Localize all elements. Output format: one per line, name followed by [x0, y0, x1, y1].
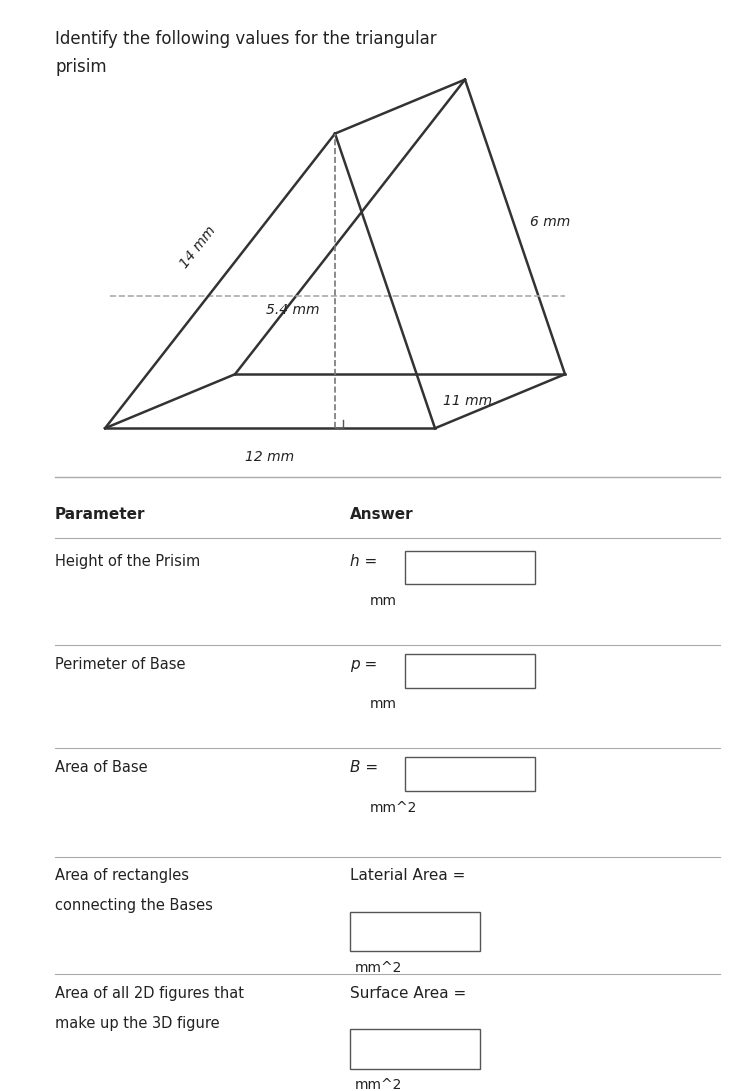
Text: Parameter: Parameter [55, 507, 146, 521]
FancyBboxPatch shape [405, 551, 535, 585]
Text: 6 mm: 6 mm [530, 215, 570, 229]
Text: Identify the following values for the triangular: Identify the following values for the tr… [55, 31, 436, 48]
Text: make up the 3D figure: make up the 3D figure [55, 1016, 220, 1031]
Text: Area of Base: Area of Base [55, 760, 148, 776]
Text: h =: h = [350, 554, 377, 570]
Text: connecting the Bases: connecting the Bases [55, 898, 213, 913]
Text: prisim: prisim [55, 58, 106, 76]
Text: mm^2: mm^2 [355, 1079, 402, 1091]
Text: mm: mm [370, 697, 397, 711]
Text: 12 mm: 12 mm [245, 449, 295, 464]
Text: Surface Area =: Surface Area = [350, 986, 466, 1002]
FancyBboxPatch shape [350, 1030, 480, 1069]
Text: p =: p = [350, 657, 377, 672]
Text: Laterial Area =: Laterial Area = [350, 868, 465, 884]
Text: Answer: Answer [350, 507, 414, 521]
FancyBboxPatch shape [405, 655, 535, 687]
FancyBboxPatch shape [405, 757, 535, 791]
Text: B =: B = [350, 760, 378, 776]
Text: Height of the Prisim: Height of the Prisim [55, 554, 200, 570]
Text: mm^2: mm^2 [370, 801, 417, 815]
Text: Area of rectangles: Area of rectangles [55, 868, 189, 884]
Text: mm^2: mm^2 [355, 960, 402, 974]
Text: Perimeter of Base: Perimeter of Base [55, 657, 185, 672]
Text: 14 mm: 14 mm [177, 224, 219, 271]
Text: 5.4 mm: 5.4 mm [266, 303, 320, 317]
Text: Area of all 2D figures that: Area of all 2D figures that [55, 986, 244, 1002]
Text: 11 mm: 11 mm [443, 394, 492, 408]
Text: mm: mm [370, 595, 397, 609]
FancyBboxPatch shape [350, 911, 480, 950]
